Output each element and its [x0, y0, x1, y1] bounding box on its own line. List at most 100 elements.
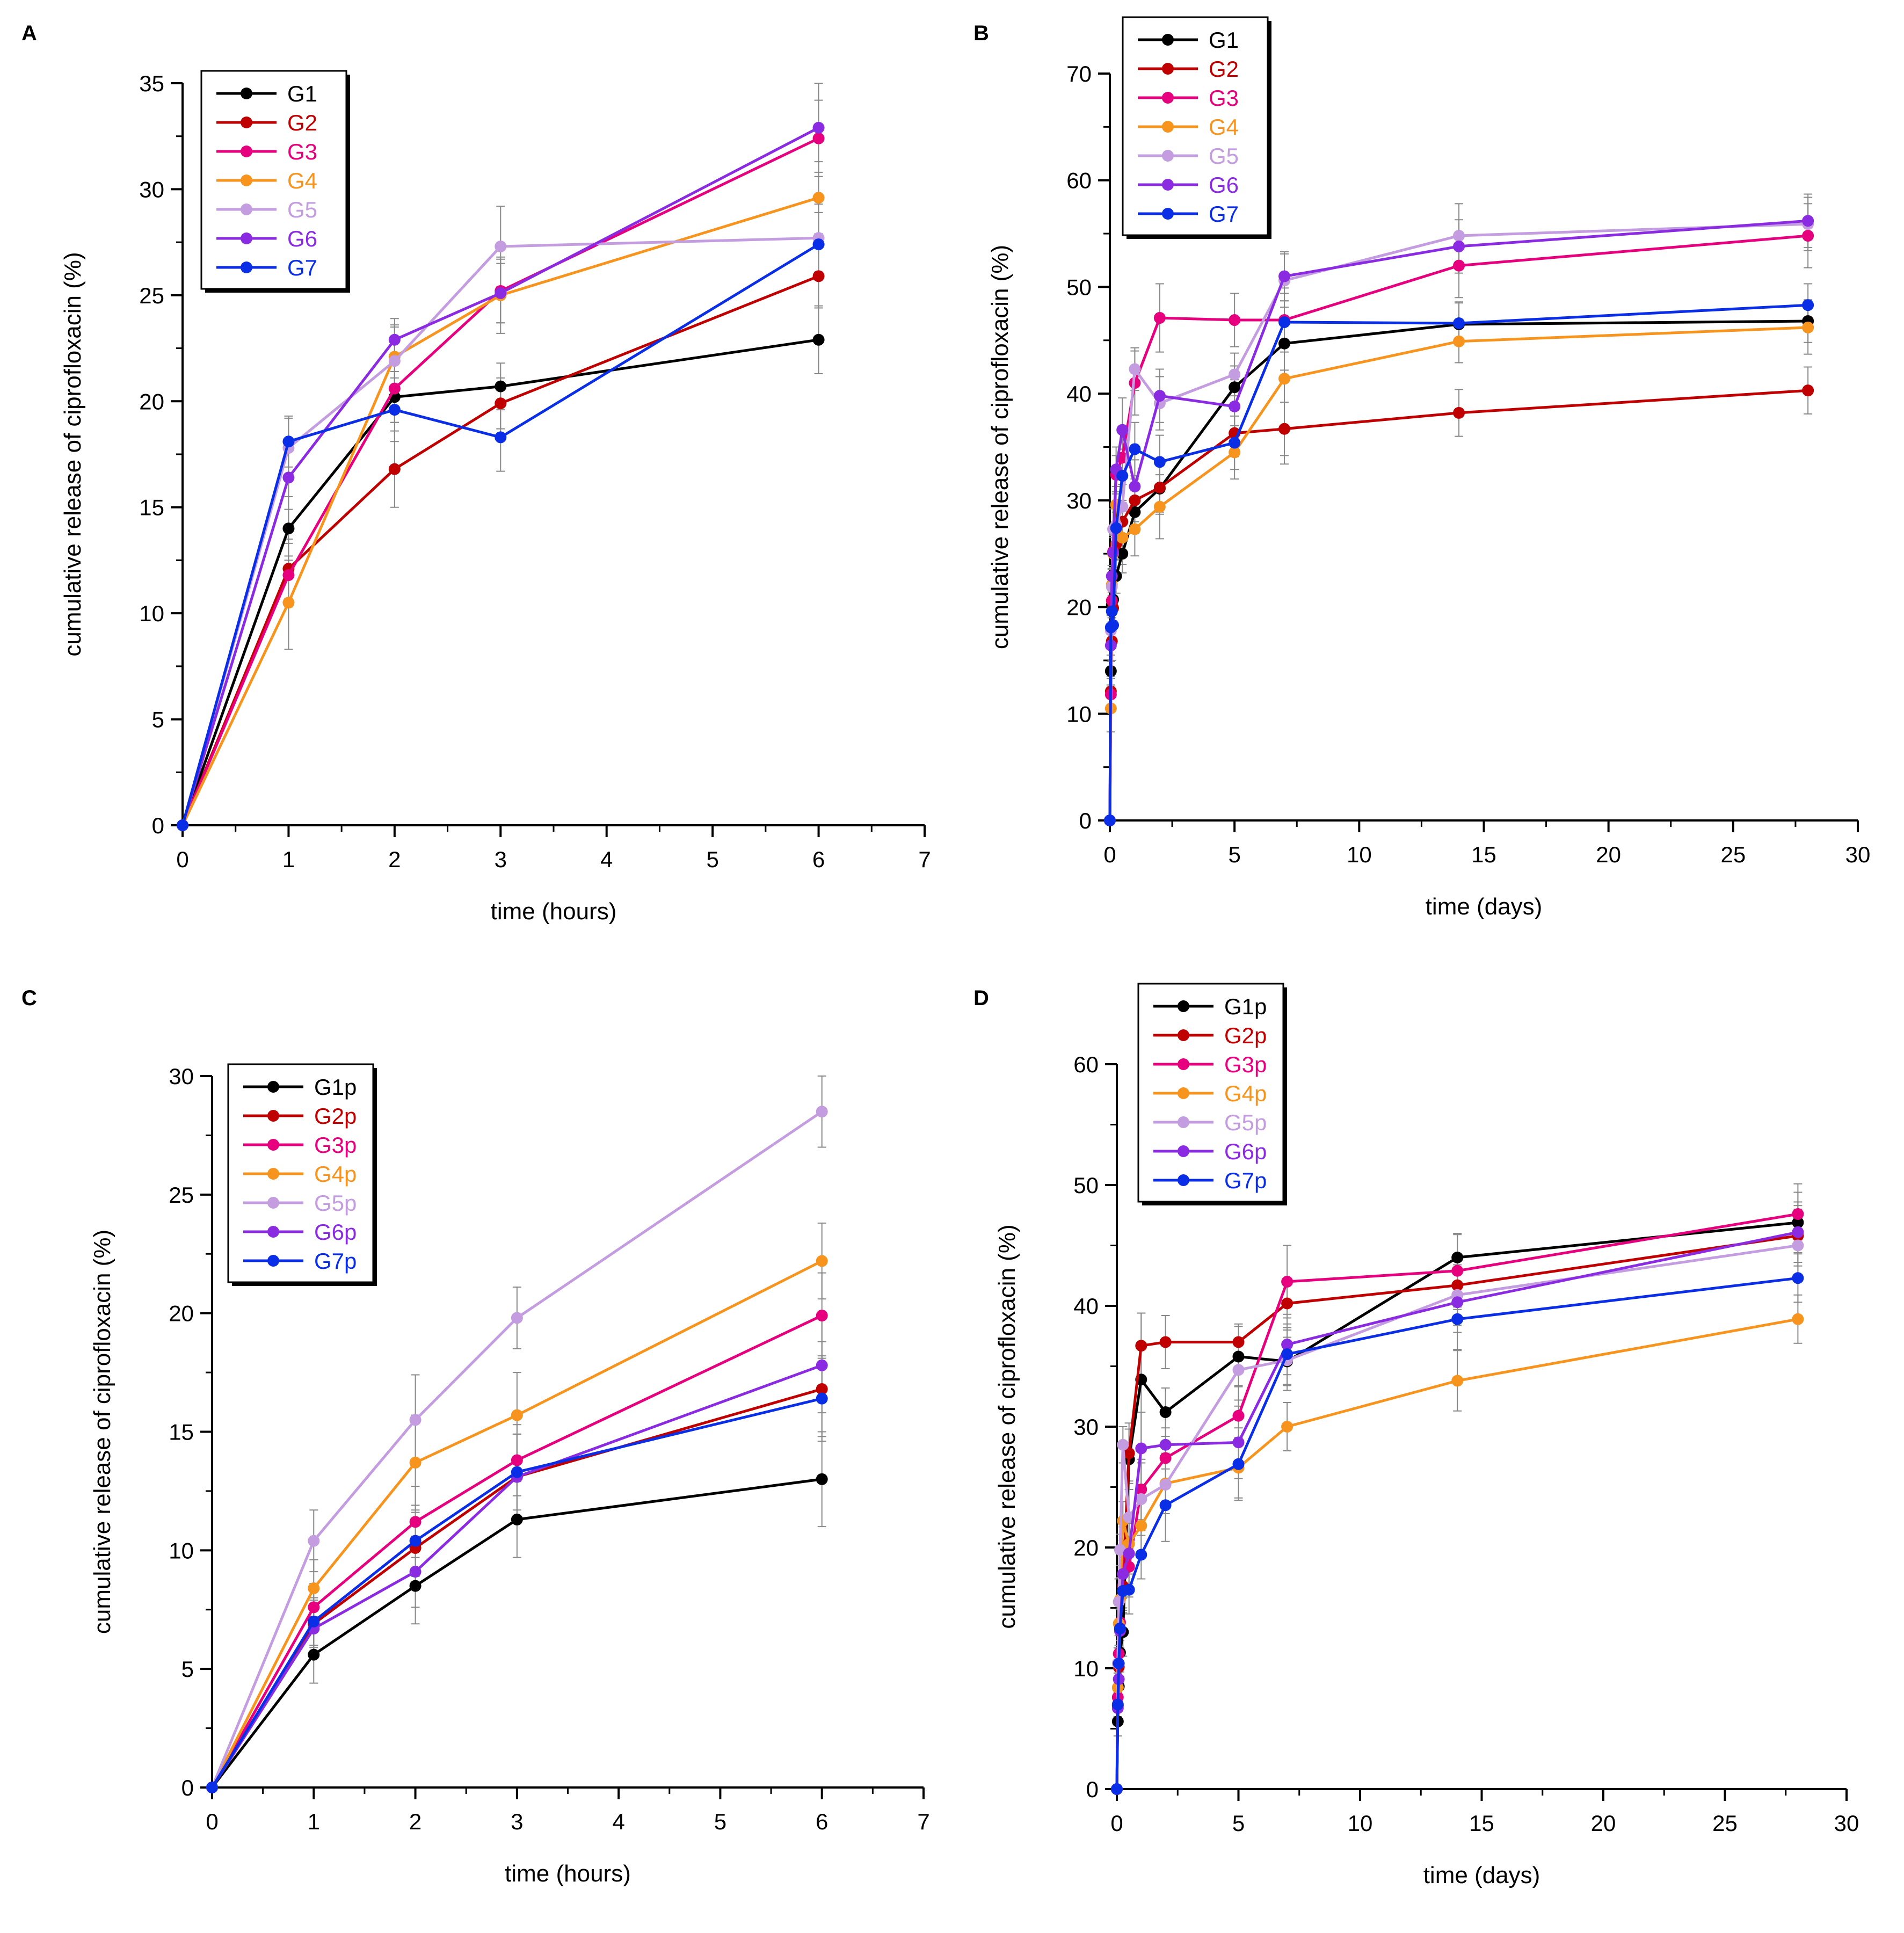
data-point-G1p	[1792, 1216, 1804, 1229]
data-point-G7p	[1792, 1272, 1804, 1284]
data-point-G2	[495, 397, 507, 410]
data-point-G2p	[1159, 1336, 1172, 1348]
data-point-G7	[1104, 815, 1116, 826]
x-axis-label: time (hours)	[491, 898, 617, 925]
legend-marker-G1	[241, 88, 252, 99]
data-point-G6	[388, 333, 401, 346]
data-point-G4p	[1135, 1520, 1147, 1532]
y-tick-label: 50	[1066, 274, 1092, 300]
data-point-G3p	[816, 1310, 828, 1322]
data-point-G6p	[1159, 1438, 1172, 1451]
legend-marker-G1p	[267, 1081, 279, 1093]
chart-d: 0 5 10 15 20 25 30 0 10 20 30 40 50 60 time (days) cumu…	[994, 983, 1859, 1888]
legend-label-G7p: G7p	[1224, 1168, 1267, 1193]
legend-marker-G1p	[1178, 1000, 1189, 1012]
data-point-G6	[1129, 481, 1141, 493]
data-point-G4p	[308, 1582, 320, 1594]
data-point-G6	[1153, 390, 1166, 402]
data-point-G5p	[1114, 1544, 1126, 1556]
data-point-G3	[1229, 314, 1241, 326]
data-point-G6p	[1117, 1568, 1129, 1580]
data-point-G3	[812, 132, 825, 144]
x-tick-label: 5	[1228, 842, 1240, 867]
legend-label-G3: G3	[287, 139, 317, 164]
legend-label-G5p: G5p	[314, 1190, 357, 1216]
y-tick-label: 50	[1073, 1173, 1099, 1198]
data-point-G2p	[1123, 1447, 1135, 1459]
data-point-G1	[282, 522, 295, 535]
data-point-G6	[1229, 400, 1241, 412]
legend-marker-G7p	[1178, 1174, 1189, 1186]
legend-label-G5: G5	[287, 197, 317, 222]
data-point-G4	[1229, 446, 1241, 459]
legend-label-G3p: G3p	[1224, 1052, 1267, 1077]
data-point-G6p	[1281, 1339, 1293, 1350]
data-point-G1p	[1232, 1350, 1245, 1363]
legend-marker-G5p	[1178, 1116, 1189, 1128]
data-point-G5p	[1159, 1479, 1172, 1491]
legend-label-G6: G6	[287, 226, 317, 251]
x-tick-label: 2	[409, 1809, 422, 1834]
x-tick-label: 5	[1232, 1811, 1245, 1836]
data-point-G7	[1802, 299, 1814, 311]
data-point-G5p	[308, 1535, 320, 1547]
legend-marker-G7p	[267, 1255, 279, 1267]
series-line-G2	[181, 274, 819, 826]
data-point-G7	[1110, 522, 1122, 534]
data-point-G3p	[1232, 1409, 1245, 1422]
legend-marker-G3	[241, 146, 252, 157]
data-point-G3p	[1281, 1276, 1293, 1288]
x-tick-label: 3	[511, 1809, 523, 1834]
y-tick-label: 0	[1079, 808, 1092, 833]
data-point-G6p	[1123, 1547, 1135, 1560]
error-bars-G4p	[1113, 1294, 1803, 1703]
error-bars-G2	[284, 244, 823, 599]
y-tick-label: 10	[1073, 1656, 1099, 1681]
data-point-G4p	[511, 1409, 523, 1421]
data-point-G1p	[1451, 1252, 1464, 1263]
data-point-G3p	[1792, 1208, 1804, 1220]
data-point-G7	[1116, 470, 1129, 482]
data-point-G3p	[409, 1516, 422, 1528]
data-point-G4p	[409, 1456, 422, 1469]
x-tick-label: 0	[1103, 842, 1116, 867]
data-point-G7p	[511, 1466, 523, 1478]
legend-marker-G6	[1162, 179, 1174, 191]
legend-label-G1: G1	[287, 81, 317, 106]
data-point-G6p	[816, 1359, 828, 1371]
data-point-G1	[1129, 506, 1141, 518]
legend-marker-G1	[1162, 34, 1174, 46]
x-axis-label: time (hours)	[505, 1861, 631, 1887]
x-tick-label: 10	[1348, 1811, 1373, 1836]
data-point-G7	[495, 431, 507, 444]
x-tick-label: 7	[917, 1809, 929, 1834]
y-tick-label: 0	[181, 1775, 194, 1800]
data-point-G3	[282, 569, 295, 582]
data-point-G2p	[1135, 1340, 1147, 1352]
panel-label-a: A	[21, 21, 37, 45]
legend-label-G7p: G7p	[314, 1248, 357, 1274]
y-tick-label: 40	[1073, 1293, 1099, 1319]
data-point-G7	[1106, 605, 1118, 617]
data-point-G1	[812, 333, 825, 346]
legend-marker-G6p	[267, 1226, 279, 1238]
legend-label-G4: G4	[287, 168, 317, 193]
series-line-G6	[1108, 219, 1808, 821]
legend-label-G2: G2	[1209, 56, 1239, 82]
data-point-G7p	[1232, 1458, 1245, 1470]
panel-label-c: C	[21, 986, 37, 1010]
data-point-G5	[1453, 230, 1465, 242]
y-tick-label: 30	[169, 1064, 194, 1089]
data-point-G3p	[1451, 1265, 1464, 1277]
data-point-G6	[1107, 547, 1120, 559]
legend-label-G1: G1	[1209, 27, 1239, 53]
y-tick-label: 0	[152, 813, 164, 838]
data-point-G6p	[1232, 1436, 1245, 1449]
data-point-G3	[388, 382, 401, 395]
y-axis-label: cumulative release of ciprofloxacin (%)	[60, 252, 86, 656]
panel-label-d: D	[973, 986, 989, 1010]
legend-marker-G5	[241, 204, 252, 215]
data-point-G1p	[1159, 1406, 1172, 1418]
data-point-G7p	[1111, 1783, 1123, 1795]
x-tick-label: 25	[1712, 1811, 1738, 1836]
